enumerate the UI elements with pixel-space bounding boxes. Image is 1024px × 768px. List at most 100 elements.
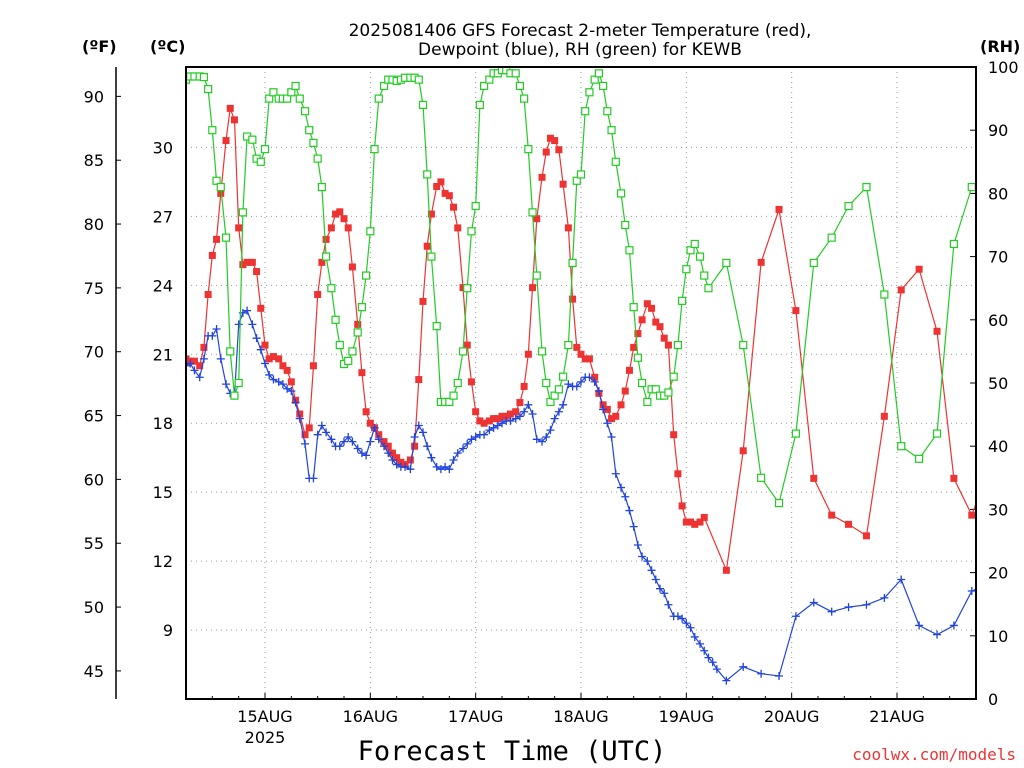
temperature-point <box>427 210 435 218</box>
rh-point <box>827 233 836 242</box>
rh-point <box>678 296 687 305</box>
dewpoint-point <box>432 462 441 471</box>
rh-point <box>581 107 590 116</box>
rh-point <box>357 303 367 312</box>
temperature-point <box>775 205 783 213</box>
rh-point <box>554 385 563 394</box>
dewpoint-point <box>195 373 204 382</box>
rh-point <box>221 233 231 242</box>
celsius-tick-label: 30 <box>153 138 173 157</box>
temperature-point <box>366 419 374 427</box>
temperature-point <box>524 350 532 358</box>
temperature-point <box>696 518 704 526</box>
rh-point <box>949 239 958 249</box>
chart-title-line-2: Dewpoint (blue), RH (green) for KEWB <box>418 40 742 60</box>
fahrenheit-tick-label: 50 <box>84 598 104 617</box>
x-tick-label: 20AUG <box>764 707 819 726</box>
dewpoint-point <box>700 646 709 655</box>
dewpoint-point <box>436 465 445 474</box>
temperature-point <box>257 304 265 312</box>
temperature-point <box>340 215 348 223</box>
dewpoint-point <box>261 359 269 368</box>
dewpoint-point <box>463 439 472 448</box>
rh-point <box>458 347 468 356</box>
rh-point <box>576 170 586 179</box>
temperature-point <box>739 447 747 455</box>
rh-point <box>449 391 458 400</box>
dewpoint-point <box>283 384 292 393</box>
fahrenheit-axis-label: (ºF) <box>82 37 117 56</box>
dewpoint-point <box>212 324 221 333</box>
temperature-point <box>538 173 546 181</box>
dewpoint-point <box>607 433 616 442</box>
temperature-point <box>502 412 510 420</box>
rh-point <box>664 388 673 397</box>
temperature-point <box>915 265 923 273</box>
dewpoint-point <box>186 361 190 370</box>
temperature-point <box>348 263 356 271</box>
dewpoint-point <box>809 598 818 607</box>
temperature-point <box>358 369 366 377</box>
rh-point <box>313 154 322 163</box>
fahrenheit-tick-label: 80 <box>84 215 104 234</box>
dewpoint-point <box>515 412 524 421</box>
celsius-tick-label: 9 <box>163 621 173 640</box>
x-tick-year-label: 2025 <box>245 728 286 747</box>
temperature-point <box>423 242 431 250</box>
temperature-point <box>305 424 313 432</box>
temperature-point <box>542 148 550 156</box>
celsius-tick-label: 15 <box>153 483 173 502</box>
dewpoint-point <box>370 423 379 432</box>
temperature-point <box>433 183 441 191</box>
rh-tick-label: 50 <box>988 374 1008 393</box>
dewpoint-point <box>340 437 348 446</box>
temperature-point <box>880 412 888 420</box>
fahrenheit-tick-label: 70 <box>84 343 104 362</box>
fahrenheit-tick-label: 45 <box>84 662 104 681</box>
temperature-point <box>810 474 818 482</box>
rh-point <box>690 239 699 249</box>
rh-point <box>212 176 221 185</box>
rh-point <box>208 126 217 135</box>
rh-point <box>611 157 620 166</box>
dewpoint-point <box>208 331 217 340</box>
dewpoint-point <box>216 354 225 363</box>
rh-point <box>844 201 853 211</box>
dewpoint-series <box>186 306 976 685</box>
dewpoint-point <box>269 375 278 384</box>
rh-point <box>568 258 577 268</box>
dewpoint-point <box>897 575 906 584</box>
dewpoint-point <box>291 398 300 407</box>
dewpoint-point <box>419 428 427 437</box>
rh-point <box>230 391 239 400</box>
dewpoint-point <box>915 621 924 630</box>
temperature-point <box>275 355 283 363</box>
temperature-point <box>599 401 607 409</box>
rh-point <box>238 208 247 217</box>
temperature-point <box>190 357 198 365</box>
dewpoint-point <box>322 428 331 437</box>
dewpoint-point <box>577 377 585 386</box>
dewpoint-point <box>708 658 717 667</box>
dewpoint-point <box>656 584 664 593</box>
temperature-point <box>279 362 287 370</box>
fahrenheit-tick-label: 90 <box>84 87 104 106</box>
rh-point <box>791 429 800 438</box>
temperature-point <box>445 192 453 200</box>
temperature-point <box>1003 484 1010 491</box>
rh-point <box>256 157 265 166</box>
dewpoint-point <box>199 354 208 363</box>
dewpoint-point <box>704 653 713 662</box>
dewpoint-point <box>590 377 599 386</box>
temperature-point <box>354 320 362 328</box>
rh-point <box>362 271 371 280</box>
temperature-point <box>411 442 419 450</box>
temperature-point <box>239 261 247 269</box>
temperature-point <box>265 355 273 363</box>
rh-point <box>216 182 225 192</box>
temperature-point <box>494 415 502 423</box>
temperature-point <box>559 180 567 188</box>
temperature-point <box>397 458 405 466</box>
dewpoint-point <box>690 632 699 641</box>
temperature-point <box>968 511 976 519</box>
